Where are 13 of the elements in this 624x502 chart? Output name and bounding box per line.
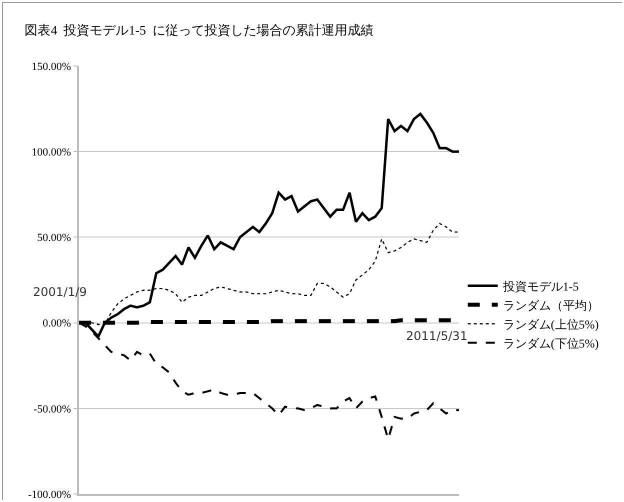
y-tick-label: -50.00% [33, 403, 72, 416]
legend-label: 投資モデル1-5 [502, 279, 579, 294]
legend-label: ランダム（平均） [502, 298, 599, 312]
y-tick-label: 0.00% [42, 318, 72, 330]
legend-label: ランダム(上位5%) [502, 317, 599, 332]
annotation: 2001/1/9 [33, 285, 87, 299]
legend-label: ランダム(下位5%) [502, 336, 599, 350]
y-tick-label: 50.00% [37, 232, 72, 244]
chart-title: 図表4 投資モデル1-5 に従って投資した場合の累計運用成績 [24, 22, 374, 38]
y-tick-label: 150.00% [32, 60, 72, 73]
y-tick-label: -100.00% [28, 488, 72, 501]
annotation: 2011/5/31 [406, 329, 468, 343]
y-tick-label: 100.00% [32, 146, 72, 158]
